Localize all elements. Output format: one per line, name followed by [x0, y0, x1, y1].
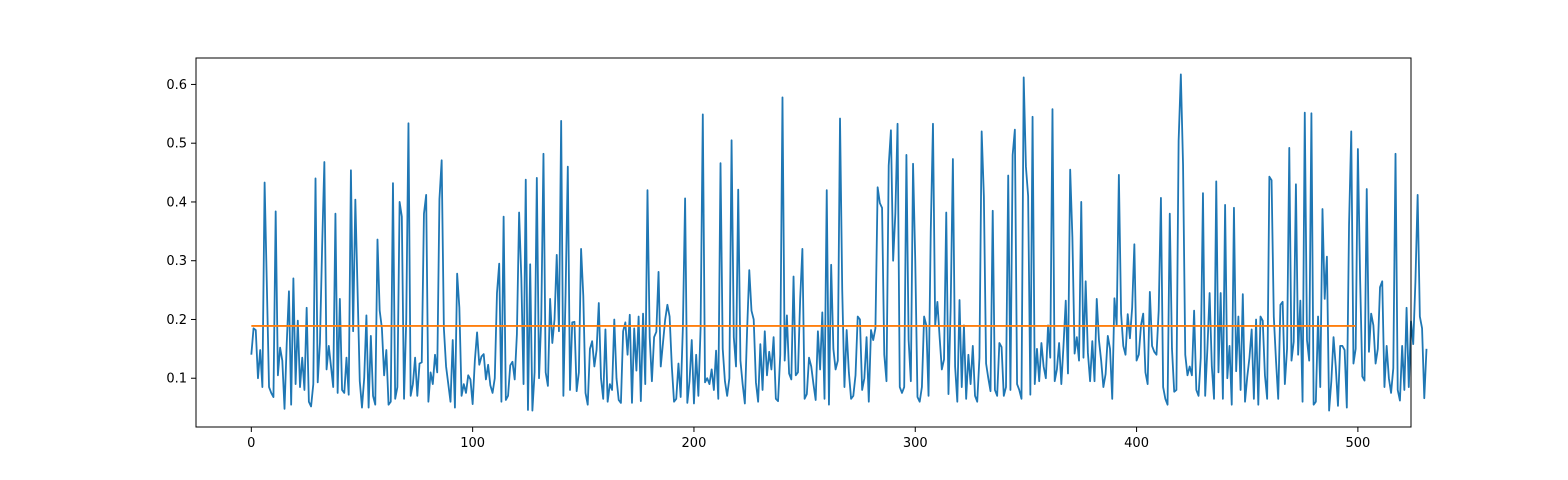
plot-area-frame: [195, 57, 1412, 428]
y-tick-label: 0.2: [166, 313, 187, 328]
series-layer: [250, 73, 1428, 412]
y-tick-label: 0.3: [166, 254, 187, 269]
x-axis: 0 100 200 300 400 500: [247, 427, 1370, 451]
y-tick-label: 0.1: [166, 372, 187, 387]
x-tick-label: 200: [682, 436, 707, 451]
x-tick-label: 400: [1124, 436, 1149, 451]
y-tick-label: 0.5: [166, 137, 187, 152]
x-tick-label: 100: [460, 436, 485, 451]
x-tick-label: 300: [903, 436, 928, 451]
y-tick-label: 0.6: [166, 78, 187, 93]
y-tick-label: 0.4: [166, 195, 187, 210]
x-tick-label: 0: [247, 436, 255, 451]
x-tick-label: 500: [1345, 436, 1370, 451]
series-line-blue: [250, 73, 1428, 412]
y-axis: 0.1 0.2 0.3 0.4 0.5 0.6: [166, 78, 196, 387]
